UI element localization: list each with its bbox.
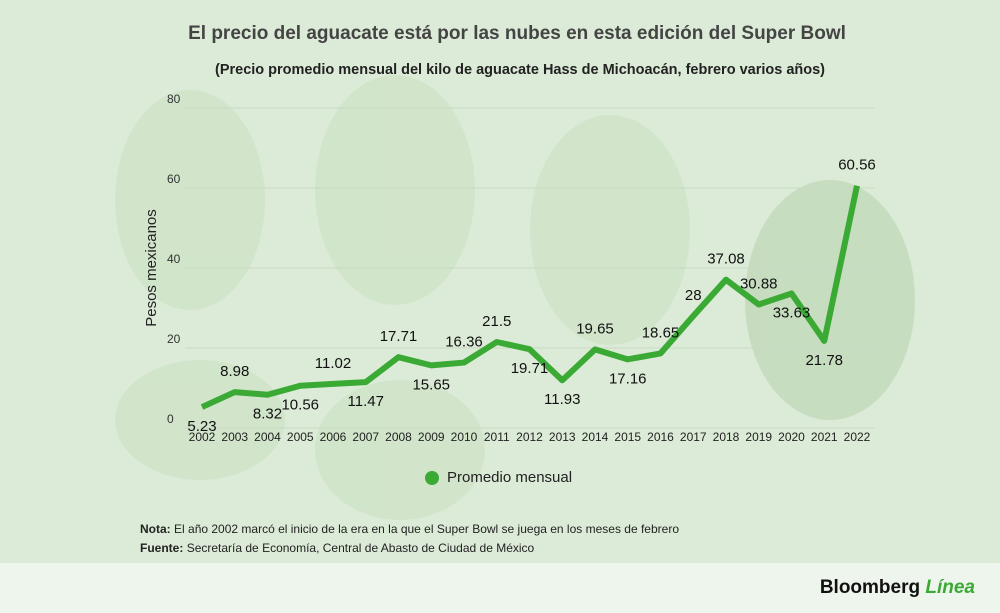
x-tick-label: 2020 <box>778 430 805 444</box>
x-tick-label: 2008 <box>385 430 412 444</box>
data-label: 37.08 <box>707 251 745 268</box>
x-tick-label: 2016 <box>647 430 674 444</box>
x-tick-label: 2009 <box>418 430 445 444</box>
source-text: Secretaría de Economía, Central de Abast… <box>187 541 535 555</box>
legend-label: Promedio mensual <box>447 469 572 486</box>
data-label: 17.71 <box>380 328 418 345</box>
brand: Bloomberg Línea <box>820 577 976 598</box>
chart-title: El precio del aguacate está por las nube… <box>188 23 846 44</box>
data-label: 11.02 <box>315 355 351 372</box>
x-tick-label: 2010 <box>451 430 478 444</box>
data-label: 30.88 <box>740 275 778 292</box>
note-label: Nota: <box>140 522 171 536</box>
data-label: 8.32 <box>253 406 282 423</box>
x-tick-label: 2014 <box>582 430 609 444</box>
x-tick-label: 2002 <box>189 430 216 444</box>
x-tick-label: 2005 <box>287 430 314 444</box>
data-label: 5.23 <box>187 418 216 435</box>
data-label: 21.78 <box>805 352 843 369</box>
y-tick-label: 20 <box>167 332 181 346</box>
x-tick-label: 2003 <box>221 430 248 444</box>
data-label: 28 <box>685 287 702 304</box>
data-label: 19.65 <box>576 320 614 337</box>
x-tick-label: 2019 <box>745 430 772 444</box>
data-label: 60.56 <box>838 157 876 174</box>
note-text: El año 2002 marcó el inicio de la era en… <box>174 522 679 536</box>
y-tick-label: 60 <box>167 172 181 186</box>
chart-subtitle: (Precio promedio mensual del kilo de agu… <box>215 62 825 78</box>
data-label: 16.36 <box>445 334 483 351</box>
line <box>200 185 860 410</box>
footer-band <box>0 563 1000 613</box>
data-label: 21.5 <box>482 313 511 330</box>
x-tick-label: 2004 <box>254 430 281 444</box>
x-tick-label: 2022 <box>844 430 871 444</box>
x-tick-label: 2006 <box>320 430 347 444</box>
data-label: 11.47 <box>348 393 384 410</box>
brand-suffix: Línea <box>925 577 975 598</box>
decoration <box>115 75 915 520</box>
data-label: 18.65 <box>642 324 680 341</box>
x-tick-label: 2011 <box>484 430 510 444</box>
brand-name: Bloomberg <box>820 577 920 598</box>
y-tick-label: 80 <box>167 92 181 106</box>
data-label: 8.98 <box>220 363 249 380</box>
note: Nota: El año 2002 marcó el inicio de la … <box>140 522 679 536</box>
x-tick-label: 2021 <box>811 430 838 444</box>
x-tick-label: 2007 <box>352 430 379 444</box>
data-label: 17.16 <box>609 370 647 387</box>
x-tick-label: 2018 <box>713 430 740 444</box>
data-label: 19.71 <box>511 360 549 377</box>
data-label: 11.93 <box>544 391 580 408</box>
y-tick-label: 40 <box>167 252 181 266</box>
legend-swatch <box>425 471 439 485</box>
x-tick-label: 2017 <box>680 430 707 444</box>
data-label: 15.65 <box>412 376 450 393</box>
data-label: 10.56 <box>281 397 319 414</box>
x-tick-label: 2015 <box>614 430 641 444</box>
x-tick-label: 2013 <box>549 430 576 444</box>
data-label: 33.63 <box>773 304 811 321</box>
y-axis-label: Pesos mexicanos <box>143 209 160 327</box>
x-tick-label: 2012 <box>516 430 543 444</box>
y-tick-label: 0 <box>167 412 174 426</box>
source-label: Fuente: <box>140 541 183 555</box>
source: Fuente: Secretaría de Economía, Central … <box>140 541 535 555</box>
